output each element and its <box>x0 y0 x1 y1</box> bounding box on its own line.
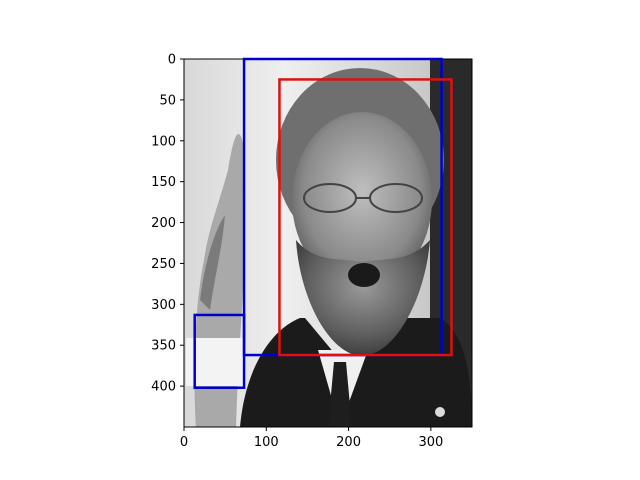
y-tick-label: 400 <box>151 380 176 395</box>
x-tick-label: 300 <box>418 435 443 450</box>
y-tick-label: 0 <box>168 53 176 68</box>
red-box <box>278 78 453 357</box>
y-tick-label: 350 <box>151 339 176 354</box>
blue-box-small <box>193 313 246 389</box>
x-axis-ticks: 0 100 200 300 <box>180 427 443 450</box>
x-tick-label: 100 <box>254 435 279 450</box>
y-tick-label: 50 <box>159 93 176 108</box>
x-tick-label: 200 <box>336 435 361 450</box>
y-tick-label: 250 <box>151 257 176 272</box>
y-tick-label: 100 <box>151 134 176 149</box>
y-tick-label: 200 <box>151 216 176 231</box>
x-tick-label: 0 <box>180 435 188 450</box>
y-axis-ticks: 0 50 100 150 200 250 300 350 400 <box>151 53 184 395</box>
annotation-boxes <box>193 57 453 389</box>
y-tick-label: 150 <box>151 175 176 190</box>
y-tick-label: 300 <box>151 298 176 313</box>
photo <box>184 59 472 427</box>
